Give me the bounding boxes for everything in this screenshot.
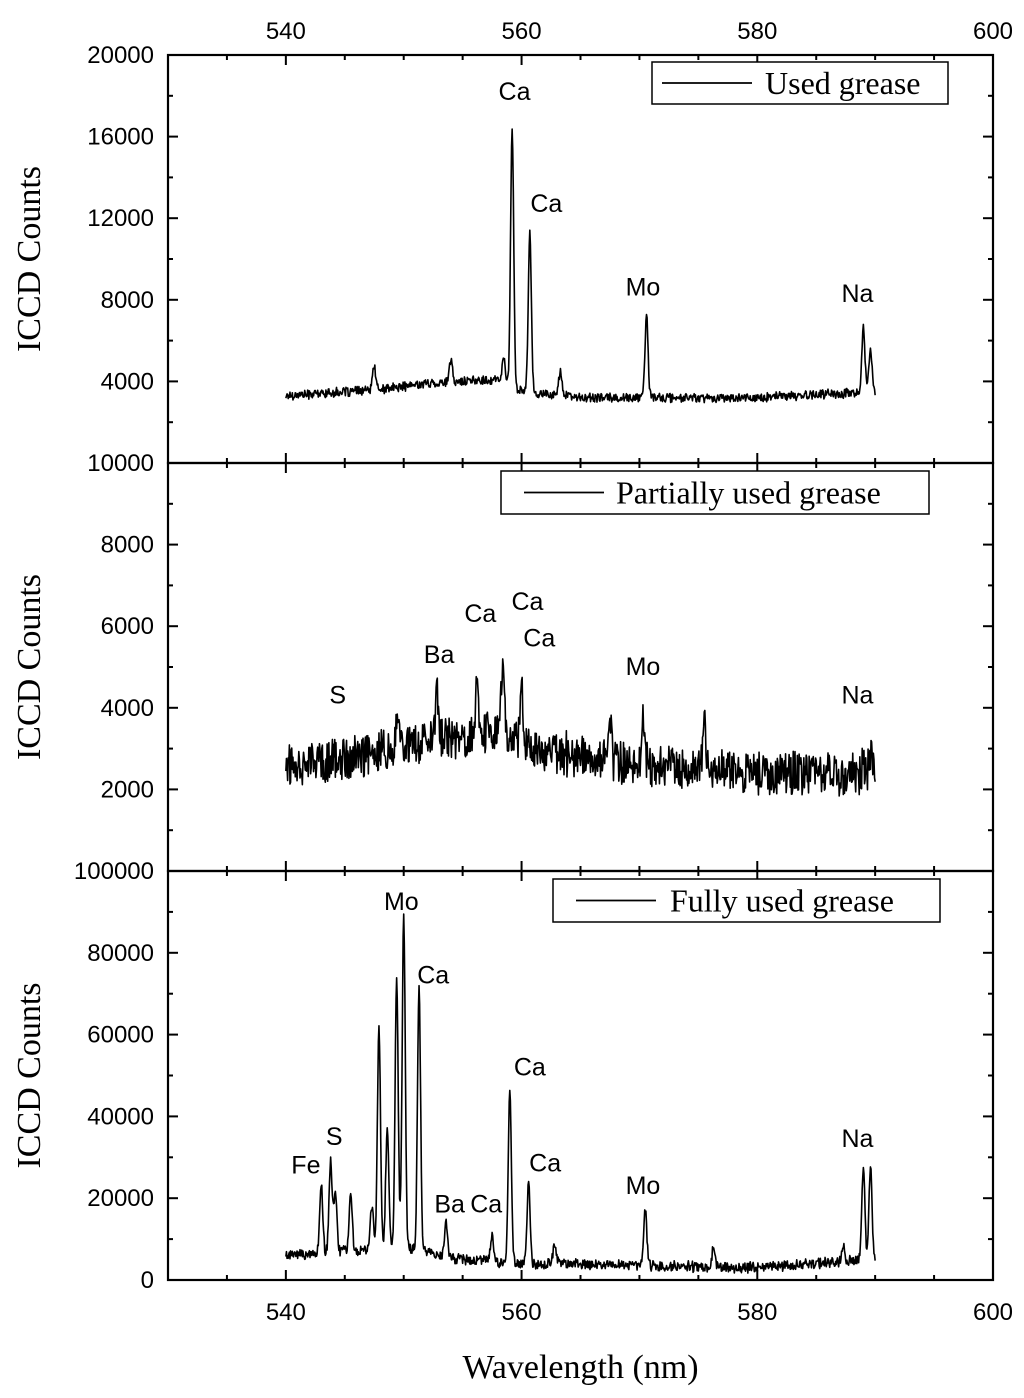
peak-label: Ca — [523, 625, 555, 653]
y-tick-label: 40000 — [87, 1103, 154, 1130]
legend-label: Fully used grease — [670, 883, 894, 919]
peak-label: Ca — [511, 588, 543, 616]
x-tick-label: 540 — [266, 1299, 306, 1326]
y-tick-label: 20000 — [87, 42, 154, 69]
peak-label: Mo — [626, 1172, 661, 1200]
x-tick-label: 580 — [737, 18, 777, 45]
y-tick-label: 10000 — [87, 450, 154, 477]
y-axis-title: ICCD Counts — [11, 166, 48, 352]
y-tick-label: 6000 — [101, 613, 154, 640]
peak-label: Ca — [499, 78, 531, 106]
plot-frame — [166, 461, 995, 873]
spectrum-line-bottom — [285, 913, 876, 1274]
x-tick-label: 600 — [973, 1299, 1013, 1326]
spectrum-line-top — [285, 128, 876, 404]
y-tick-label: 20000 — [87, 1185, 154, 1212]
y-tick-label: 4000 — [101, 368, 154, 395]
y-tick-label: 4000 — [101, 695, 154, 722]
legend-label: Partially used grease — [616, 475, 881, 511]
y-tick-label: 16000 — [87, 124, 154, 151]
x-tick-label: 580 — [737, 1299, 777, 1326]
x-tick-label: 540 — [266, 18, 306, 45]
peak-label: Ba — [434, 1191, 465, 1219]
peak-label: S — [329, 682, 346, 710]
peak-label: Fe — [291, 1152, 320, 1180]
panel-bottom: 0 20000 40000 60000 80000 100000 ICCD Counts Fe… — [11, 858, 1013, 1386]
x-tick-label: 560 — [502, 18, 542, 45]
peak-label: Mo — [626, 274, 661, 302]
y-tick-label: 12000 — [87, 205, 154, 232]
x-axis-title: Wavelength (nm) — [462, 1349, 698, 1386]
y-tick-label: 8000 — [101, 287, 154, 314]
y-tick-label: 80000 — [87, 940, 154, 967]
peak-label: Ca — [417, 961, 449, 989]
peak-label: Ca — [514, 1054, 546, 1082]
spectrum-line-middle — [285, 658, 876, 797]
peak-label: Mo — [384, 888, 419, 916]
peak-label: Na — [841, 280, 873, 308]
y-tick-label: 2000 — [101, 776, 154, 803]
y-tick-label: 8000 — [101, 532, 154, 559]
panel-middle: 2000 4000 6000 8000 10000 ICCD Counts S Ba Ca Ca C… — [11, 450, 995, 873]
y-tick-label: 100000 — [74, 858, 154, 885]
peak-label: Ca — [529, 1150, 561, 1178]
legend-label: Used grease — [765, 65, 920, 101]
peak-label: Na — [841, 682, 873, 710]
peak-label: S — [326, 1123, 343, 1151]
peak-label: Ca — [470, 1191, 502, 1219]
y-tick-label: 0 — [141, 1267, 154, 1294]
x-tick-label: 560 — [502, 1299, 542, 1326]
peak-label: Ca — [464, 600, 496, 628]
peak-label: Na — [841, 1125, 873, 1153]
peak-label: Mo — [626, 653, 661, 681]
plot-frame — [166, 53, 995, 465]
y-axis-title: ICCD Counts — [11, 982, 48, 1168]
legend-middle: Partially used grease — [500, 470, 930, 515]
legend-top: Used grease — [651, 61, 949, 105]
y-axis-title: ICCD Counts — [11, 574, 48, 760]
peak-label: Ba — [424, 641, 455, 669]
legend-bottom: Fully used grease — [552, 878, 941, 923]
x-tick-label: 600 — [973, 18, 1013, 45]
y-tick-label: 60000 — [87, 1022, 154, 1049]
peak-label: Ca — [530, 190, 562, 218]
panel-top: 4000 8000 12000 16000 20000 ICCD Counts Ca Ca Mo… — [11, 18, 1013, 465]
